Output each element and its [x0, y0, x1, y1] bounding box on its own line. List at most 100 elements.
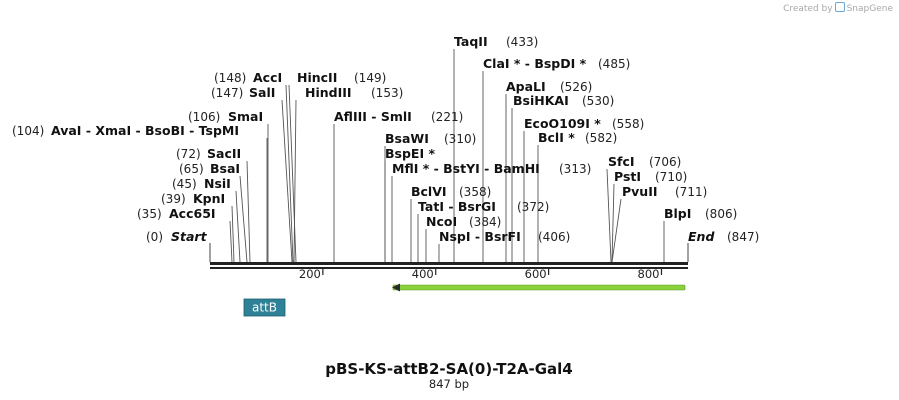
enzyme-site-label[interactable]: KpnI — [193, 191, 225, 206]
site-connector — [293, 99, 297, 263]
enzyme-name[interactable]: BamHI — [494, 161, 540, 176]
enzyme-name[interactable]: BclI * — [538, 130, 575, 145]
enzyme-name[interactable]: NsiI — [204, 176, 231, 191]
enzyme-site-position: (313) — [559, 162, 591, 176]
enzyme-separator: - — [480, 161, 494, 176]
enzyme-site-label[interactable]: MflI * - BstYI - BamHI — [392, 161, 540, 176]
enzyme-name[interactable]: BsaWI — [385, 131, 429, 146]
enzyme-site-label[interactable]: SacII — [207, 146, 241, 161]
enzyme-name[interactable]: ClaI * — [483, 56, 521, 71]
enzyme-site-position: (406) — [538, 230, 570, 244]
enzyme-site-label[interactable]: PvuII — [622, 184, 658, 199]
enzyme-name[interactable]: PstI — [614, 169, 641, 184]
enzyme-name[interactable]: Acc65I — [169, 206, 216, 221]
enzyme-site-label[interactable]: Acc65I — [169, 206, 216, 221]
enzyme-name[interactable]: TspMI — [199, 123, 239, 138]
enzyme-site-position: (711) — [675, 185, 707, 199]
feature-attb-box[interactable] — [243, 298, 286, 317]
enzyme-site-label[interactable]: PstI — [614, 169, 641, 184]
enzyme-site-label[interactable]: BclVI — [411, 184, 447, 199]
enzyme-site-label[interactable]: BsaI — [210, 161, 240, 176]
enzyme-site-label[interactable]: AvaI - XmaI - BsoBI - TspMI — [51, 123, 239, 138]
enzyme-name[interactable]: SmaI — [228, 109, 263, 124]
enzyme-name[interactable]: BspDI * — [534, 56, 586, 71]
enzyme-name[interactable]: MflI * — [392, 161, 430, 176]
enzyme-site-label[interactable]: TaqII — [454, 34, 488, 49]
enzyme-name[interactable]: TaqII — [454, 34, 488, 49]
enzyme-site-label[interactable]: BspEI * — [385, 146, 435, 161]
enzyme-name[interactable]: AflIII — [334, 109, 367, 124]
axis-tick-label: 400 — [412, 267, 434, 281]
enzyme-site-label[interactable]: BclI * — [538, 130, 575, 145]
enzyme-name[interactable]: BsrGI — [458, 199, 496, 214]
end-label: End — [688, 229, 715, 244]
enzyme-site-label[interactable]: HindIII — [305, 85, 352, 100]
enzyme-labels: TaqII (433) ClaI * - BspDI * (485) ApaLI (526… — [12, 34, 737, 244]
enzyme-name[interactable]: HindIII — [305, 85, 352, 100]
enzyme-site-label[interactable]: ApaLI — [506, 79, 546, 94]
enzyme-site-label[interactable]: TatI - BsrGI — [418, 199, 496, 214]
enzyme-name[interactable]: KpnI — [193, 191, 225, 206]
axis-tick-label: 200 — [299, 267, 321, 281]
enzyme-name[interactable]: BsaI — [210, 161, 240, 176]
enzyme-site-label[interactable]: NcoI — [426, 214, 457, 229]
enzyme-name[interactable]: PvuII — [622, 184, 658, 199]
enzyme-name[interactable]: BsrFI — [484, 229, 520, 244]
enzyme-site-position: (433) — [506, 35, 538, 49]
enzyme-separator: - — [429, 161, 443, 176]
enzyme-name[interactable]: XmaI — [95, 123, 131, 138]
enzyme-name[interactable]: BspEI * — [385, 146, 435, 161]
enzyme-name[interactable]: EcoO109I * — [524, 116, 601, 131]
enzyme-site-label[interactable]: BsiHKAI — [513, 93, 569, 108]
enzyme-name[interactable]: BclVI — [411, 184, 447, 199]
enzyme-site-position: (153) — [371, 86, 403, 100]
credit-prefix: Created by — [783, 4, 833, 14]
site-connector — [231, 205, 235, 263]
enzyme-name[interactable]: BstYI — [443, 161, 480, 176]
enzyme-site-position: (72) — [176, 147, 201, 161]
enzyme-separator: - — [520, 56, 534, 71]
enzyme-name[interactable]: ApaLI — [506, 79, 546, 94]
enzyme-site-label[interactable]: SalI — [249, 85, 275, 100]
enzyme-site-label[interactable]: EcoO109I * — [524, 116, 601, 131]
enzyme-name[interactable]: SacII — [207, 146, 241, 161]
enzyme-site-label[interactable]: SmaI — [228, 109, 263, 124]
enzyme-site-position: (147) — [211, 86, 243, 100]
snapgene-logo-icon — [834, 2, 845, 12]
enzyme-site-label[interactable]: NspI - BsrFI — [439, 229, 521, 244]
feature-attb[interactable]: attB — [243, 298, 286, 317]
enzyme-name[interactable]: NspI — [439, 229, 471, 244]
enzyme-site-position: (39) — [161, 192, 186, 206]
enzyme-name[interactable]: BsoBI — [145, 123, 185, 138]
start-label: Start — [171, 229, 208, 244]
enzyme-name[interactable]: TatI — [418, 199, 444, 214]
enzyme-site-label[interactable]: HincII — [297, 70, 337, 85]
enzyme-name[interactable]: SalI — [249, 85, 275, 100]
enzyme-separator: - — [81, 123, 95, 138]
enzyme-name[interactable]: HincII — [297, 70, 337, 85]
enzyme-name[interactable]: SmlI — [381, 109, 412, 124]
enzyme-site-label[interactable]: BsaWI — [385, 131, 429, 146]
enzyme-site-position: (530) — [582, 94, 614, 108]
enzyme-site-label[interactable]: SfcI — [608, 154, 635, 169]
enzyme-name[interactable]: AccI — [253, 70, 282, 85]
enzyme-site-label[interactable]: NsiI — [204, 176, 231, 191]
enzyme-site-label[interactable]: BlpI — [664, 206, 691, 221]
enzyme-site-label[interactable]: AccI — [253, 70, 282, 85]
enzyme-name[interactable]: NcoI — [426, 214, 457, 229]
enzyme-site-position: (710) — [655, 170, 687, 184]
enzyme-name[interactable]: BlpI — [664, 206, 691, 221]
enzyme-site-position: (35) — [137, 207, 162, 221]
connector-lines — [229, 49, 665, 263]
enzyme-name[interactable]: SfcI — [608, 154, 635, 169]
site-connector — [285, 84, 294, 263]
enzyme-site-position: (358) — [459, 185, 491, 199]
enzyme-site-position: (806) — [705, 207, 737, 221]
site-connector — [281, 99, 293, 263]
orf-bar[interactable] — [392, 284, 686, 291]
orf-arrow[interactable] — [392, 283, 686, 292]
enzyme-site-label[interactable]: ClaI * - BspDI * — [483, 56, 587, 71]
enzyme-name[interactable]: BsiHKAI — [513, 93, 569, 108]
enzyme-name[interactable]: AvaI — [51, 123, 81, 138]
enzyme-site-label[interactable]: AflIII - SmlI — [334, 109, 412, 124]
